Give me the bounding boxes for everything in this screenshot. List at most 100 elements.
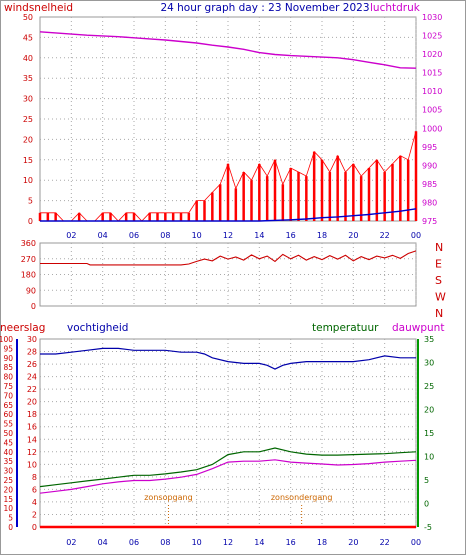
y-tick-label: 5 xyxy=(424,476,429,485)
y-tick-label: 90 xyxy=(26,286,36,295)
y-tick-label: 995 xyxy=(422,143,437,152)
y-tick-label: 35 xyxy=(23,74,33,83)
y-tick-label: 45 xyxy=(23,33,33,42)
dewpoint-line xyxy=(39,459,417,494)
x-tick-label: 14 xyxy=(254,231,264,240)
wind-average-line xyxy=(40,208,417,222)
y-tick-label: 180 xyxy=(21,271,36,280)
y-tick-label: 990 xyxy=(422,161,437,170)
y-tick-label: 15 xyxy=(424,429,434,438)
y-tick-label: 30 xyxy=(424,359,434,368)
y-tick-label: -5 xyxy=(424,523,432,532)
x-tick-label: 00 xyxy=(411,231,421,240)
wind-direction-line xyxy=(40,250,417,266)
y-tick-label: 28 xyxy=(27,348,37,357)
y-tick-label: 10 xyxy=(27,460,37,469)
y-tick-label: 22 xyxy=(27,385,37,394)
y-tick-label: 1030 xyxy=(422,13,442,22)
y-tick-label: 24 xyxy=(27,373,37,382)
y-tick-label: 20 xyxy=(3,485,13,494)
x-tick-label: 20 xyxy=(348,538,358,547)
wind-pressure-x-tick-labels: 02 04 06 08 10 12 14 16 18 20 22 00 xyxy=(66,231,421,240)
pressure-line xyxy=(39,31,417,69)
chart-title: 24 hour graph day : 23 November 2023 xyxy=(160,2,369,14)
y-tick-label: 4 xyxy=(32,498,37,507)
y-tick-label: 0 xyxy=(32,523,37,532)
compass-label: W xyxy=(435,291,446,304)
x-tick-label: 16 xyxy=(286,231,296,240)
rain-axis-title: neerslag xyxy=(0,322,45,334)
y-tick-label: 985 xyxy=(422,180,437,189)
y-tick-label: 45 xyxy=(3,438,13,447)
pressure-axis-title: luchtdruk xyxy=(370,2,421,14)
y-tick-label: 1005 xyxy=(422,106,442,115)
y-tick-label: 12 xyxy=(27,448,37,457)
dewpoint-axis-title: dauwpunt xyxy=(392,322,444,334)
y-tick-label: 1020 xyxy=(422,50,442,59)
y-tick-label: 30 xyxy=(23,95,33,104)
wind-speed-tick-labels: 0 5 10 15 20 25 30 35 40 45 50 xyxy=(23,13,33,226)
y-tick-label: 6 xyxy=(32,485,37,494)
y-tick-label: 10 xyxy=(3,504,13,513)
wind-pressure-series xyxy=(38,31,418,222)
direction-degree-tick-labels: 0 90 180 270 360 xyxy=(21,239,36,311)
sun-marker-label: zonsondergang xyxy=(271,493,333,502)
wind-direction-series xyxy=(40,250,417,266)
x-tick-label: 22 xyxy=(380,538,390,547)
pressure-tick-labels: 975 980 985 990 995 1000 1005 1010 1015 1020 1025 1… xyxy=(422,13,442,226)
y-tick-label: 50 xyxy=(23,13,33,22)
x-tick-label: 02 xyxy=(66,538,76,547)
sun-marker-label: zonsopgang xyxy=(144,493,192,502)
x-tick-label: 06 xyxy=(129,231,139,240)
y-tick-label: 65 xyxy=(3,401,13,410)
y-tick-label: 100 xyxy=(0,335,13,344)
y-tick-label: 0 xyxy=(28,217,33,226)
y-tick-label: 0 xyxy=(8,523,13,532)
sun-annotations: zonsopgang zonsondergang xyxy=(144,493,332,527)
y-tick-label: 5 xyxy=(8,514,13,523)
y-tick-label: 26 xyxy=(27,360,37,369)
y-tick-label: 40 xyxy=(23,54,33,63)
compass-label: N xyxy=(435,241,443,254)
y-tick-label: 14 xyxy=(27,435,37,444)
x-tick-label: 12 xyxy=(223,231,233,240)
wind-speed-axis-title: windsnelheid xyxy=(4,2,73,14)
x-tick-label: 20 xyxy=(348,231,358,240)
compass-label: S xyxy=(435,274,442,287)
x-tick-label: 10 xyxy=(192,538,202,547)
y-tick-label: 20 xyxy=(424,406,434,415)
temperature-tick-labels: -5 0 5 10 15 20 25 30 35 xyxy=(424,335,434,532)
y-tick-label: 1010 xyxy=(422,87,442,96)
y-tick-label: 40 xyxy=(3,448,13,457)
y-tick-label: 25 xyxy=(424,382,434,391)
x-tick-label: 06 xyxy=(129,538,139,547)
y-tick-label: 90 xyxy=(3,354,13,363)
temperature-line xyxy=(39,447,417,488)
y-tick-label: 15 xyxy=(3,495,13,504)
y-tick-label: 16 xyxy=(27,423,37,432)
y-tick-label: 55 xyxy=(3,420,13,429)
x-tick-label: 02 xyxy=(66,231,76,240)
x-tick-label: 10 xyxy=(192,231,202,240)
x-tick-label: 08 xyxy=(160,231,170,240)
y-tick-label: 75 xyxy=(3,382,13,391)
y-tick-label: 15 xyxy=(23,156,33,165)
temperature-axis-title: temperatuur xyxy=(312,322,379,334)
y-tick-label: 30 xyxy=(3,467,13,476)
x-tick-label: 14 xyxy=(254,538,264,547)
humidity-axis-title: vochtigheid xyxy=(67,322,128,334)
x-tick-label: 04 xyxy=(98,231,108,240)
y-tick-label: 85 xyxy=(3,363,13,372)
y-tick-label: 8 xyxy=(32,473,37,482)
temperature-humidity-series xyxy=(39,347,417,529)
y-tick-label: 25 xyxy=(3,476,13,485)
y-tick-label: 1015 xyxy=(422,69,442,78)
y-tick-label: 10 xyxy=(424,453,434,462)
y-tick-label: 50 xyxy=(3,429,13,438)
x-tick-label: 08 xyxy=(160,538,170,547)
y-tick-label: 30 xyxy=(27,335,37,344)
temperature-humidity-panel: 0510152025303540455055606570758085909510… xyxy=(0,335,434,547)
